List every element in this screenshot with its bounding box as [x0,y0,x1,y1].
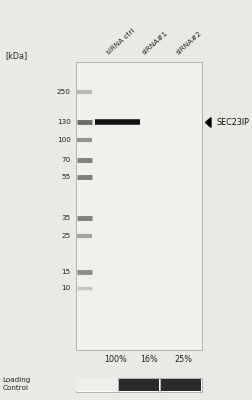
Text: 100%: 100% [103,356,126,364]
Text: 70: 70 [61,157,71,163]
Text: siRNA#2: siRNA#2 [175,30,203,56]
Text: 35: 35 [61,214,71,220]
Bar [118,379,159,391]
Text: 25: 25 [61,233,71,239]
Polygon shape [205,118,210,127]
Bar [76,378,117,391]
Text: 100: 100 [57,137,71,143]
Text: 250: 250 [57,89,71,95]
Text: 55: 55 [61,174,71,180]
Bar [160,379,201,391]
Text: 16%: 16% [140,356,158,364]
Text: SEC23IP: SEC23IP [215,118,248,127]
Bar [76,62,202,350]
Bar [76,378,202,392]
Text: siRNA ctrl: siRNA ctrl [106,28,136,56]
Text: siRNA#1: siRNA#1 [141,30,169,56]
Text: 10: 10 [61,285,71,291]
Text: [kDa]: [kDa] [5,51,27,60]
Text: 15: 15 [61,269,71,275]
Text: 25%: 25% [174,356,192,364]
Text: 130: 130 [57,120,71,126]
Text: Loading
Control: Loading Control [3,377,31,391]
